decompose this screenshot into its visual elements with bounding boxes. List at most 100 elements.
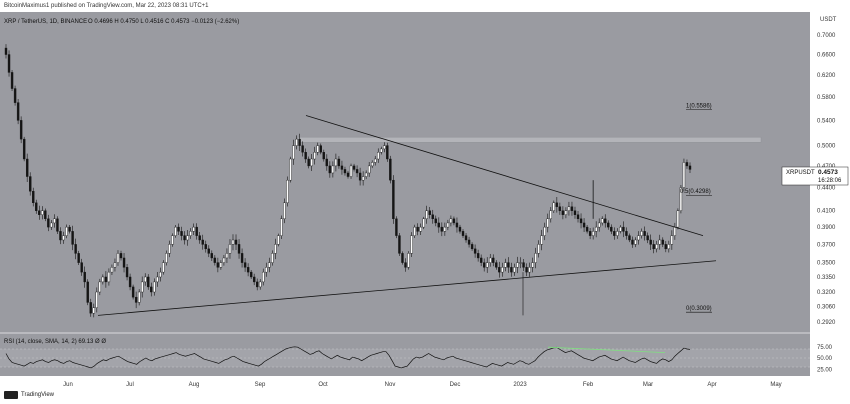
time-tick-label: Jun bbox=[63, 382, 73, 388]
candle-body bbox=[619, 226, 622, 232]
candle-body bbox=[513, 267, 516, 273]
candle-body bbox=[322, 152, 325, 160]
candle-body bbox=[667, 244, 671, 250]
candle-body bbox=[591, 231, 595, 236]
rsi-legend[interactable]: RSI (14, close, SMA, 14, 2) 69.13 Ø Ø bbox=[4, 339, 106, 345]
candle-body bbox=[319, 145, 322, 153]
publisher-text: BitcoinMaximus1 published on TradingView… bbox=[4, 3, 209, 9]
candle-body bbox=[522, 262, 525, 268]
price-tick-label: 0.3200 bbox=[817, 290, 836, 296]
candle-body bbox=[259, 281, 262, 288]
candle-body bbox=[516, 262, 519, 268]
candle-body bbox=[168, 244, 171, 254]
time-tick-label: Apr bbox=[707, 382, 716, 388]
candle-body bbox=[676, 210, 680, 228]
candle-body bbox=[425, 210, 428, 220]
candle-body bbox=[262, 271, 265, 283]
candle-body bbox=[186, 235, 189, 241]
candle-body bbox=[204, 244, 207, 250]
plot-background bbox=[0, 12, 810, 376]
currency-label: USDT bbox=[820, 17, 837, 23]
candle-body bbox=[95, 291, 98, 308]
candle-body bbox=[510, 267, 513, 273]
candle-body bbox=[222, 257, 226, 263]
candle-body bbox=[682, 162, 686, 188]
candle-body bbox=[41, 210, 44, 215]
candle-body bbox=[655, 244, 658, 250]
candle-body bbox=[334, 158, 338, 167]
candle-body bbox=[134, 296, 138, 303]
candle-body bbox=[32, 191, 35, 204]
candle-body bbox=[482, 262, 486, 268]
candle-body bbox=[171, 235, 174, 245]
candle-body bbox=[685, 162, 689, 167]
candle-body bbox=[476, 253, 480, 259]
candle-body bbox=[561, 210, 565, 215]
candle-body bbox=[540, 235, 543, 245]
descending-resistance-line bbox=[305, 115, 704, 237]
candle-body bbox=[355, 169, 359, 174]
candle-body bbox=[113, 262, 117, 268]
candle-body bbox=[519, 262, 522, 264]
candle-body bbox=[564, 210, 568, 215]
candle-body bbox=[422, 218, 425, 228]
candle-body bbox=[358, 172, 362, 181]
candle-body bbox=[277, 235, 280, 245]
candle-body bbox=[56, 218, 59, 232]
candle-body bbox=[116, 253, 120, 263]
tradingview-logo[interactable]: TradingView bbox=[4, 391, 54, 399]
candle-body bbox=[122, 257, 126, 268]
price-tick-label: 0.6600 bbox=[817, 53, 836, 59]
candle-body bbox=[340, 165, 344, 170]
candle-body bbox=[670, 235, 674, 245]
candle-body bbox=[189, 231, 192, 236]
candle-body bbox=[507, 262, 510, 268]
candle-body bbox=[150, 286, 153, 293]
rsi-tick-label: 50.00 bbox=[817, 356, 833, 362]
candle-body bbox=[165, 253, 168, 263]
price-chart[interactable]: 1(0.5586) 0.5(0.4298) 0(0.3009) 75.00 50.00… bbox=[0, 12, 850, 388]
candle-body bbox=[153, 281, 156, 293]
rsi-pane: 75.00 50.00 25.00 bbox=[0, 345, 833, 373]
time-tick-label: Feb bbox=[583, 382, 594, 388]
candle-body bbox=[525, 267, 528, 273]
price-axis[interactable]: 0.70000.66000.62000.58000.54000.50000.47… bbox=[817, 33, 836, 326]
time-tick-label: 2023 bbox=[513, 382, 527, 388]
price-axis-background bbox=[810, 12, 850, 376]
candle-body bbox=[367, 165, 371, 174]
candle-body bbox=[458, 226, 462, 232]
candle-body bbox=[585, 226, 589, 232]
candle-body bbox=[237, 244, 241, 254]
candle-body bbox=[640, 231, 643, 236]
candle-body bbox=[53, 218, 56, 224]
fib-level-label: 1(0.5586) bbox=[686, 103, 712, 109]
candle-body bbox=[162, 262, 165, 273]
time-axis[interactable]: Jun Jul Aug Sep Oct Nov Dec 2023 Feb Mar Apr May bbox=[63, 382, 782, 388]
candle-body bbox=[498, 267, 501, 273]
candle-body bbox=[192, 226, 195, 232]
price-tick-label: 0.5400 bbox=[817, 118, 836, 124]
resistance-zone bbox=[297, 136, 762, 143]
candle-body bbox=[280, 218, 283, 236]
candle-body bbox=[440, 226, 444, 232]
candle-body bbox=[437, 222, 440, 228]
candle-body bbox=[567, 206, 571, 211]
symbol-legend[interactable]: XRP / TetherUS, 1D, BINANCE bbox=[4, 19, 87, 25]
candle-body bbox=[252, 276, 256, 283]
candle-body bbox=[89, 302, 92, 314]
candle-body bbox=[352, 165, 356, 170]
chart-area[interactable]: 1(0.5586) 0.5(0.4298) 0(0.3009) 75.00 50.00… bbox=[0, 12, 850, 392]
candle-body bbox=[349, 165, 353, 177]
candle-body bbox=[265, 267, 268, 273]
candle-body bbox=[346, 172, 350, 177]
time-tick-label: Jul bbox=[126, 382, 134, 388]
footer: TradingView bbox=[0, 388, 850, 404]
candle-body bbox=[576, 214, 580, 220]
candle-body bbox=[392, 179, 395, 220]
candle-body bbox=[159, 271, 162, 278]
candle-body bbox=[610, 226, 613, 232]
candle-body bbox=[473, 248, 477, 254]
candle-body bbox=[604, 218, 607, 224]
candle-body bbox=[128, 276, 132, 288]
candle-body bbox=[234, 239, 238, 245]
